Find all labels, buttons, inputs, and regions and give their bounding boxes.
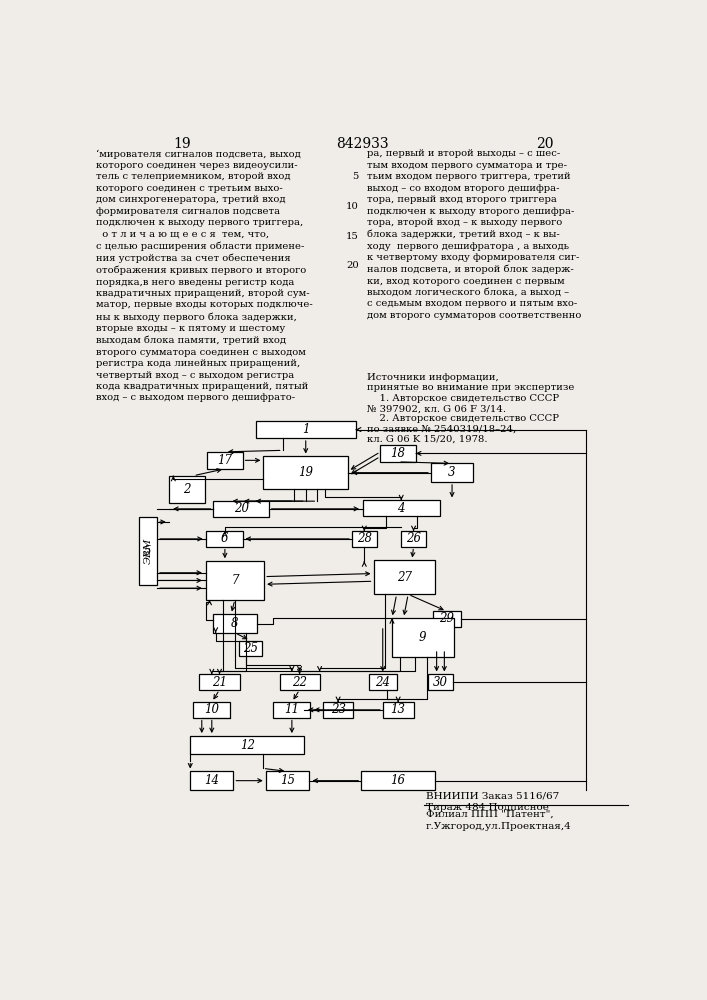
Text: 3: 3: [448, 466, 456, 479]
Text: ‘мирователя сигналов подсвета, выход
которого соединен через видеоусили-
тель с : ‘мирователя сигналов подсвета, выход кот…: [96, 149, 313, 402]
Text: принятые во внимание при экспертизе: принятые во внимание при экспертизе: [368, 383, 575, 392]
Text: 4: 4: [397, 502, 405, 515]
Bar: [380, 445, 416, 462]
Bar: [322, 702, 354, 718]
Text: Источники информации,: Источники информации,: [368, 373, 499, 382]
Text: 21: 21: [212, 676, 227, 689]
Bar: [239, 641, 262, 656]
Bar: [214, 501, 269, 517]
Bar: [193, 702, 230, 718]
Bar: [139, 517, 157, 585]
Text: 5: 5: [144, 545, 151, 558]
Bar: [190, 771, 233, 790]
Bar: [431, 463, 473, 482]
Bar: [428, 674, 452, 690]
Text: 6: 6: [221, 532, 228, 545]
Bar: [274, 702, 310, 718]
Text: 27: 27: [397, 571, 411, 584]
Bar: [373, 560, 435, 594]
Text: 2. Авторское свидетельство СССР
по заявке № 2540319/18–24,
кл. G 06 K 15/20, 197: 2. Авторское свидетельство СССР по заявк…: [368, 414, 559, 444]
Bar: [207, 452, 243, 469]
Text: 8: 8: [231, 617, 239, 630]
Text: 842933: 842933: [336, 137, 388, 151]
Bar: [361, 771, 435, 790]
Bar: [199, 674, 240, 690]
Text: 22: 22: [292, 676, 307, 689]
Text: 2: 2: [183, 483, 191, 496]
Bar: [279, 674, 320, 690]
Text: 5: 5: [353, 172, 359, 181]
Bar: [363, 500, 440, 516]
Text: 7: 7: [231, 574, 239, 587]
Text: 18: 18: [391, 447, 406, 460]
Text: 9: 9: [419, 631, 426, 644]
Text: 23: 23: [331, 703, 346, 716]
Bar: [266, 771, 309, 790]
Text: 20: 20: [346, 261, 359, 270]
Bar: [206, 531, 243, 547]
Bar: [352, 531, 377, 547]
Text: 1. Авторское свидетельство СССР
№ 397902, кл. G 06 F 3/14.: 1. Авторское свидетельство СССР № 397902…: [368, 394, 559, 414]
Text: 28: 28: [357, 532, 372, 545]
Text: 17: 17: [217, 454, 233, 467]
Text: 19: 19: [298, 466, 313, 479]
Bar: [264, 456, 348, 489]
Text: 25: 25: [243, 642, 258, 655]
Text: ЭВМ: ЭВМ: [144, 538, 153, 564]
Bar: [206, 561, 264, 600]
Bar: [382, 702, 414, 718]
Text: 24: 24: [375, 676, 390, 689]
Bar: [190, 736, 304, 754]
Bar: [213, 614, 257, 633]
Bar: [170, 476, 205, 503]
Text: 29: 29: [439, 612, 454, 625]
Bar: [256, 421, 356, 438]
Text: 12: 12: [240, 739, 255, 752]
Bar: [369, 674, 397, 690]
Text: 13: 13: [391, 703, 406, 716]
Bar: [433, 611, 460, 627]
Text: ра, первый и второй выходы – с шес-
тым входом первого сумматора и тре-
тьим вхо: ра, первый и второй выходы – с шес- тым …: [368, 149, 582, 320]
Text: 16: 16: [391, 774, 406, 787]
Text: 10: 10: [204, 703, 219, 716]
Text: 15: 15: [280, 774, 295, 787]
Text: 14: 14: [204, 774, 219, 787]
Text: 26: 26: [406, 532, 421, 545]
Text: 15: 15: [346, 232, 359, 241]
Text: 30: 30: [433, 676, 448, 689]
Text: ВНИИПИ Заказ 5116/67
Тираж 484 Подписное: ВНИИПИ Заказ 5116/67 Тираж 484 Подписное: [426, 791, 559, 812]
Text: 20: 20: [536, 137, 553, 151]
Text: Филиал ППП "Патент",
г.Ужгород,ул.Проектная,4: Филиал ППП "Патент", г.Ужгород,ул.Проект…: [426, 810, 572, 831]
Bar: [402, 531, 426, 547]
Bar: [392, 618, 454, 657]
Text: 11: 11: [284, 703, 299, 716]
Text: 10: 10: [346, 202, 359, 211]
Text: 1: 1: [302, 423, 310, 436]
Text: 19: 19: [174, 137, 192, 151]
Text: 20: 20: [233, 502, 249, 515]
